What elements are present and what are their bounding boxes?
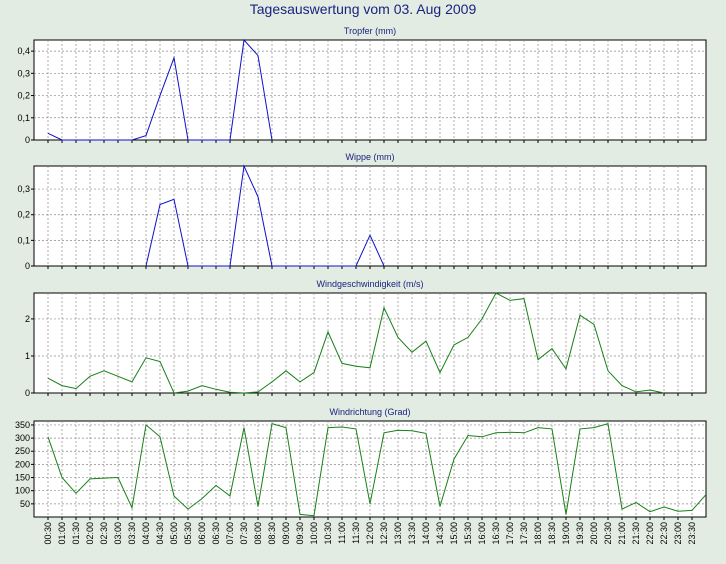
x-tick-label: 08:30 (267, 522, 277, 545)
x-tick-label: 12:00 (365, 522, 375, 545)
y-tick-label: 250 (15, 446, 30, 456)
y-tick-label: 0,4 (17, 46, 30, 56)
y-tick-label: 0,2 (17, 91, 30, 101)
y-tick-label: 50 (20, 499, 30, 509)
x-tick-label: 09:30 (295, 522, 305, 545)
x-tick-label: 01:30 (71, 522, 81, 545)
y-tick-label: 0 (25, 135, 30, 145)
x-tick-label: 22:30 (659, 522, 669, 545)
x-tick-label: 09:00 (281, 522, 291, 545)
x-tick-label: 23:30 (687, 522, 697, 545)
panel-4: 50 100 150 200 250 300 350 Windrichtung (Grad) (15, 407, 707, 520)
x-tick-label: 22:00 (645, 522, 655, 545)
x-tick-label: 19:30 (575, 522, 585, 545)
y-tick-label: 0 (25, 388, 30, 398)
x-tick-label: 12:30 (379, 522, 389, 545)
panel-title: Windrichtung (Grad) (329, 407, 410, 417)
x-tick-label: 19:00 (561, 522, 571, 545)
x-tick-label: 07:00 (225, 522, 235, 545)
x-tick-label: 18:00 (533, 522, 543, 545)
y-tick-label: 0 (25, 261, 30, 271)
x-tick-label: 14:30 (435, 522, 445, 545)
main-title: Tagesauswertung vom 03. Aug 2009 (249, 1, 477, 17)
y-tick-label: 350 (15, 420, 30, 430)
panel-title: Windgeschwindigkeit (m/s) (316, 279, 423, 289)
x-tick-label: 21:00 (617, 522, 627, 545)
series-line (47, 292, 665, 394)
x-tick-label: 11:30 (351, 522, 361, 544)
x-tick-label: 17:00 (505, 522, 515, 545)
y-tick-label: 0,3 (17, 184, 30, 194)
x-tick-label: 20:00 (589, 522, 599, 545)
x-tick-label: 03:30 (127, 522, 137, 545)
series-line (47, 422, 707, 517)
series-line (47, 38, 273, 141)
y-tick-label: 0,1 (17, 235, 30, 245)
x-tick-label: 20:30 (603, 522, 613, 545)
x-tick-label: 05:30 (183, 522, 193, 545)
y-tick-label: 100 (15, 486, 30, 496)
x-tick-label: 16:00 (477, 522, 487, 545)
y-tick-label: 0,1 (17, 113, 30, 123)
y-tick-label: 0,2 (17, 210, 30, 220)
x-tick-label: 08:00 (253, 522, 263, 545)
x-tick-label: 17:30 (519, 522, 529, 545)
x-tick-label: 13:30 (407, 522, 417, 545)
x-tick-label: 01:00 (57, 522, 67, 545)
x-tick-label: 02:30 (99, 522, 109, 545)
x-tick-label: 15:30 (463, 522, 473, 545)
x-tick-label: 16:30 (491, 522, 501, 545)
x-tick-label: 21:30 (631, 522, 641, 545)
x-tick-label: 00:30 (43, 522, 53, 545)
y-tick-label: 150 (15, 473, 30, 483)
x-tick-label: 04:30 (155, 522, 165, 545)
panel-3: 0 1 2 Windgeschwindigkeit (m/s) (25, 279, 707, 398)
panel-title: Tropfer (mm) (344, 26, 396, 36)
x-tick-label: 14:00 (421, 522, 431, 545)
y-tick-label: 200 (15, 459, 30, 469)
y-tick-label: 2 (25, 314, 30, 324)
y-tick-label: 300 (15, 433, 30, 443)
x-tick-label: 11:00 (337, 522, 347, 544)
x-tick-label: 13:00 (393, 522, 403, 545)
x-tick-label: 03:00 (113, 522, 123, 545)
x-tick-label: 23:00 (673, 522, 683, 545)
x-tick-label: 02:00 (85, 522, 95, 545)
x-tick-label: 10:00 (309, 522, 319, 545)
x-axis-labels: 00:30 01:00 01:30 02:00 02:30 03:00 03:30 04:00… (43, 522, 697, 545)
y-tick-label: 0,3 (17, 68, 30, 78)
x-tick-label: 06:00 (197, 522, 207, 545)
y-tick-label: 1 (25, 351, 30, 361)
panel-2: 0 0,1 0,2 0,3 Wippe (mm) (17, 152, 707, 271)
x-tick-label: 15:00 (449, 522, 459, 545)
x-tick-label: 07:30 (239, 522, 249, 545)
panel-1: 0 0,1 0,2 0,3 0,4 Tropfer (mm) (17, 26, 707, 145)
x-tick-label: 18:30 (547, 522, 557, 545)
x-tick-label: 04:00 (141, 522, 151, 545)
x-tick-label: 10:30 (323, 522, 333, 545)
x-tick-label: 05:00 (169, 522, 179, 545)
panel-title: Wippe (mm) (346, 152, 395, 162)
series-line (145, 164, 385, 267)
x-tick-label: 06:30 (211, 522, 221, 545)
